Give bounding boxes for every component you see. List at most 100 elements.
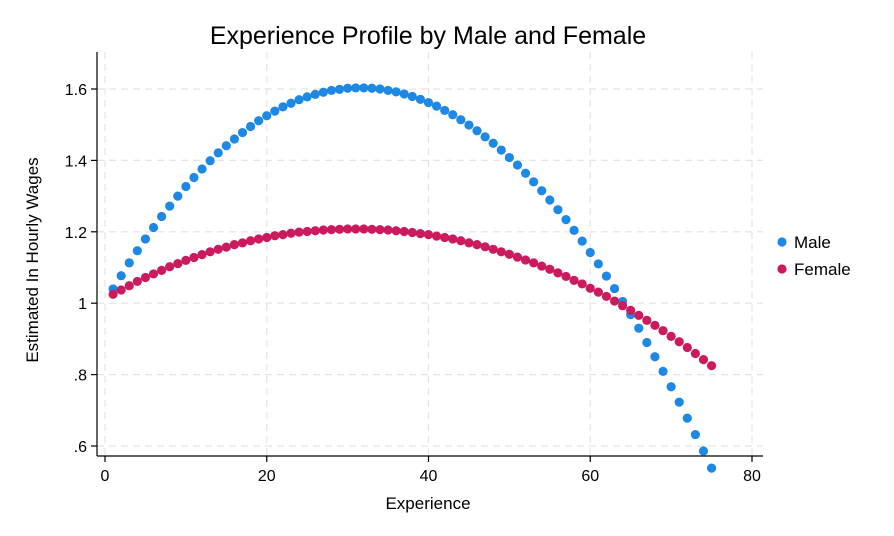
point-female — [537, 261, 547, 271]
point-male — [116, 271, 126, 281]
point-female — [553, 268, 563, 278]
point-female — [698, 355, 709, 365]
point-female — [326, 225, 337, 235]
point-male — [682, 413, 692, 423]
point-male — [343, 83, 353, 93]
point-male — [351, 83, 361, 93]
point-male — [213, 148, 223, 158]
point-female — [254, 234, 264, 244]
point-female — [431, 231, 442, 241]
point-male — [140, 234, 151, 244]
point-female — [545, 264, 555, 274]
chart-title: Experience Profile by Male and Female — [210, 22, 646, 50]
point-male — [221, 141, 231, 151]
y-tick-label: 1.4 — [65, 153, 87, 170]
point-female — [270, 231, 280, 241]
point-male — [698, 446, 709, 456]
y-axis-label: Estimated In Hourly Wages — [23, 157, 42, 362]
point-female — [157, 265, 167, 275]
point-male — [415, 94, 426, 104]
point-female — [658, 326, 668, 336]
point-male — [229, 134, 239, 144]
point-female — [351, 224, 361, 234]
point-male — [132, 246, 142, 256]
point-female — [440, 232, 450, 243]
point-female — [148, 269, 159, 279]
point-male — [391, 87, 401, 97]
point-female — [448, 234, 458, 244]
point-male — [520, 168, 531, 178]
point-male — [254, 116, 264, 126]
point-female — [512, 252, 523, 262]
point-male — [310, 89, 320, 99]
point-male — [399, 89, 409, 99]
point-female — [165, 262, 175, 272]
point-female — [205, 247, 215, 257]
point-female — [618, 301, 628, 311]
point-male — [658, 366, 668, 376]
point-female — [189, 252, 199, 263]
point-female — [237, 238, 248, 248]
point-female — [318, 225, 328, 235]
point-female — [173, 258, 183, 269]
point-male — [173, 191, 183, 201]
x-tick-label: 60 — [581, 468, 599, 485]
point-female — [642, 315, 652, 325]
y-tick-label: .8 — [74, 368, 87, 385]
point-female — [666, 331, 676, 342]
point-female — [456, 236, 466, 246]
point-female — [294, 227, 304, 237]
point-female — [488, 244, 498, 254]
point-female — [690, 348, 700, 359]
point-male — [431, 101, 442, 111]
point-male — [569, 225, 579, 235]
point-male — [286, 98, 296, 108]
data-points — [108, 83, 717, 473]
point-female — [197, 250, 207, 260]
point-male — [585, 247, 595, 258]
point-male — [375, 84, 385, 94]
point-female — [609, 296, 620, 306]
point-female — [423, 230, 434, 240]
point-male — [577, 236, 587, 246]
point-female — [286, 228, 296, 238]
point-male — [650, 352, 660, 362]
point-male — [642, 337, 652, 348]
point-male — [472, 126, 482, 136]
x-tick-label: 20 — [258, 468, 276, 485]
point-female — [706, 361, 717, 371]
point-female — [124, 281, 134, 291]
point-male — [504, 152, 514, 163]
point-female — [310, 226, 320, 236]
point-female — [343, 224, 353, 234]
point-male — [423, 97, 434, 108]
point-male — [165, 201, 175, 211]
point-female — [302, 226, 312, 237]
point-female — [674, 337, 684, 347]
point-male — [318, 87, 328, 97]
point-male — [302, 92, 312, 102]
y-tick-label: .6 — [74, 439, 87, 456]
point-male — [367, 83, 377, 93]
point-female — [116, 285, 126, 295]
point-male — [440, 105, 450, 116]
point-male — [488, 138, 498, 148]
point-female — [520, 255, 531, 265]
x-tick-label: 0 — [101, 468, 110, 485]
point-female — [415, 228, 426, 239]
point-female — [634, 310, 644, 320]
point-male — [496, 145, 506, 155]
legend-label-male: Male — [794, 233, 831, 252]
point-female — [367, 224, 377, 234]
point-female — [480, 242, 490, 252]
point-male — [448, 110, 458, 120]
legend-marker-male — [777, 237, 787, 247]
point-female — [334, 224, 345, 234]
point-male — [326, 85, 337, 96]
point-male — [181, 181, 191, 192]
point-female — [593, 287, 603, 297]
point-male — [148, 222, 159, 233]
point-male — [359, 83, 369, 93]
point-male — [601, 271, 612, 281]
y-tick-label: 1.6 — [65, 82, 87, 99]
